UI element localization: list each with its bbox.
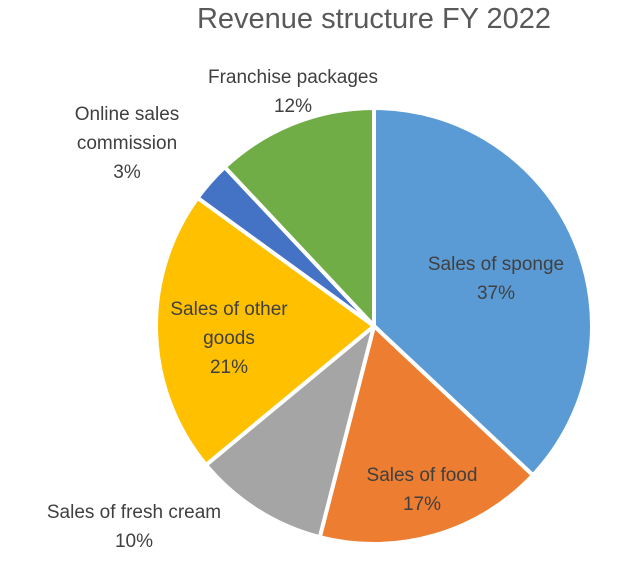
pie-labels: Sales of sponge 37% Sales of food 17% Sales … <box>47 67 564 552</box>
data-label-sales-of-other-goods: Sales of other goods 21% <box>170 299 288 378</box>
chart-title: Revenue structure FY 2022 <box>197 3 551 35</box>
data-label-sales-of-food: Sales of food 17% <box>367 465 478 515</box>
pie-slice-sales-of-food <box>317 324 535 546</box>
data-label-sales-of-sponge: Sales of sponge 37% <box>428 254 564 304</box>
pie-slice-sales-of-other-goods <box>154 195 376 467</box>
pie-slice-sales-of-fresh-cream <box>204 324 376 540</box>
pie-slice-franchise-packages <box>222 106 376 328</box>
pie-slice-sales-of-sponge <box>372 106 594 478</box>
data-label-franchise-packages: Franchise packages 12% <box>208 67 378 117</box>
pie-slices <box>154 106 594 546</box>
data-label-sales-of-fresh-cream: Sales of fresh cream 10% <box>47 502 221 552</box>
data-label-online-sales-commission: Online sales commission 3% <box>75 104 180 183</box>
